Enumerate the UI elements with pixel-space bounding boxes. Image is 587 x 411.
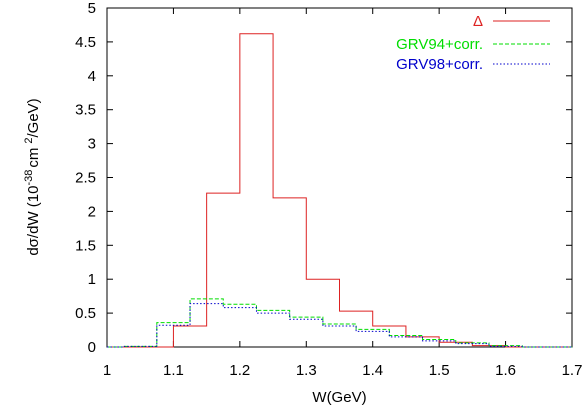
y-tick-label: 4.5 <box>75 34 96 51</box>
y-tick-label: 2 <box>88 203 96 220</box>
y-tick-label: 3.5 <box>75 102 96 119</box>
x-tick-label: 1.5 <box>429 362 450 379</box>
y-tick-label: 3 <box>88 136 96 153</box>
series-layer <box>107 33 572 348</box>
x-tick-label: 1.6 <box>495 362 516 379</box>
x-tick-label: 1 <box>103 362 111 379</box>
y-tick-label: 0.5 <box>75 305 96 322</box>
x-tick-label: 1.7 <box>562 362 583 379</box>
y-tick-label: 2.5 <box>75 170 96 187</box>
y-axis-title-mid: cm <box>25 148 42 168</box>
legend-label-delta: Δ <box>473 13 483 30</box>
y-axis-title: dσ/dW (10-38 cm 2/GeV) <box>23 98 42 255</box>
series-grv94-corr <box>107 298 572 348</box>
y-tick-label: 5 <box>88 0 96 17</box>
x-axis-title: W(GeV) <box>312 389 366 406</box>
y-tick-label: 4 <box>88 68 96 85</box>
x-tick-label: 1.2 <box>229 362 250 379</box>
series-delta <box>107 33 572 348</box>
y-tick-label: 1 <box>88 271 96 288</box>
y-tick-label: 0 <box>88 339 96 356</box>
y-axis-title-exp1: -38 <box>23 170 35 186</box>
y-axis-title-exp2: 2 <box>23 138 35 144</box>
legend: Δ GRV94+corr. GRV98+corr. <box>396 13 550 73</box>
tick-labels: 1 1.1 1.2 1.3 1.4 1.5 1.6 1.7 0 0.5 1 1.5 2 2.5 3 3.5 4 4… <box>75 0 582 379</box>
y-axis-title-prefix: dσ/dW (10 <box>25 186 42 256</box>
x-tick-label: 1.4 <box>362 362 383 379</box>
series-grv98-corr <box>107 303 572 348</box>
x-tick-label: 1.3 <box>296 362 317 379</box>
legend-label-grv94: GRV94+corr. <box>396 36 483 53</box>
x-tick-label: 1.1 <box>163 362 184 379</box>
legend-label-grv98: GRV98+corr. <box>396 56 483 73</box>
y-axis-title-suffix: /GeV) <box>25 98 42 137</box>
y-tick-label: 1.5 <box>75 237 96 254</box>
